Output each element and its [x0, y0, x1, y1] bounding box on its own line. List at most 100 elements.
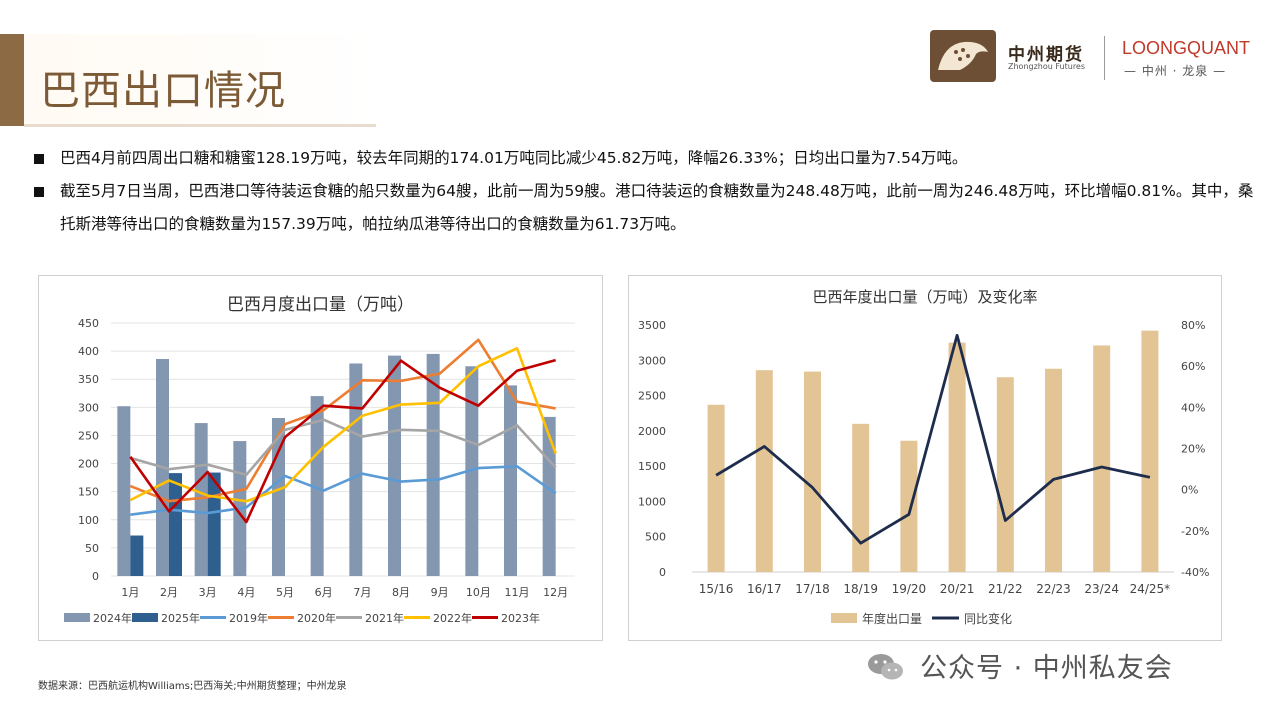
logo-cn-name: 中州期货: [1008, 45, 1084, 65]
y2-tick-label: 0%: [1181, 484, 1198, 497]
legend-label: 2025年: [161, 611, 200, 625]
summary-bullets: 巴西4月前四周出口糖和糖蜜128.19万吨，较去年同期的174.01万吨同比减少…: [34, 142, 1254, 241]
y2-tick-label: -20%: [1181, 525, 1209, 538]
x-tick-label: 20/21: [940, 582, 975, 596]
y-tick-label: 0: [92, 570, 99, 583]
y-tick-label: 0: [659, 566, 666, 579]
bar-2024年: [504, 385, 517, 576]
y-tick-label: 3500: [638, 319, 666, 332]
line-2021年: [129, 418, 557, 477]
logo-separator: [1104, 36, 1105, 80]
y-tick-label: 300: [78, 401, 99, 414]
bar-2024年: [194, 423, 208, 576]
legend-swatch: [64, 613, 90, 622]
bar-annual-export: [1045, 368, 1062, 572]
x-tick-label: 22/23: [1036, 582, 1071, 596]
y-tick-label: 250: [78, 429, 99, 442]
x-tick-label: 21/22: [988, 582, 1023, 596]
y-tick-label: 200: [78, 458, 99, 471]
y-tick-label: 150: [78, 486, 99, 499]
x-tick-label: 3月: [199, 586, 217, 599]
bullet-square-icon: [34, 187, 44, 197]
x-tick-label: 18/19: [843, 582, 878, 596]
x-tick-label: 6月: [315, 586, 333, 599]
bar-annual-export: [900, 440, 918, 572]
y-tick-label: 1000: [638, 495, 666, 508]
line-2020年: [129, 338, 556, 503]
y-tick-label: 2500: [638, 390, 666, 403]
chart-title: 巴西月度出口量（万吨）: [227, 295, 414, 315]
legend-label: 2019年: [229, 611, 268, 625]
title-background: [24, 34, 376, 126]
x-tick-label: 17/18: [795, 582, 830, 596]
x-tick-label: 15/16: [699, 582, 734, 596]
x-tick-label: 10月: [466, 586, 491, 599]
zhongzhou-logo-icon: [930, 30, 996, 82]
y-tick-label: 3000: [638, 354, 666, 367]
legend-label: 2022年: [433, 611, 472, 625]
bullet-text: 巴西4月前四周出口糖和糖蜜128.19万吨，较去年同期的174.01万吨同比减少…: [60, 149, 968, 167]
bar-2024年: [426, 353, 440, 576]
annual-export-svg: 0 500 1000 1500 2000 2500 3000 3500 -40% -20% 0% 20…: [638, 319, 1209, 626]
bar-annual-export: [948, 342, 966, 572]
bar-annual-export: [755, 370, 773, 572]
bar-2024年: [542, 416, 556, 576]
line-2019年: [130, 465, 557, 517]
chart-title: 巴西年度出口量（万吨）及变化率: [812, 288, 1038, 306]
x-tick-label: 1月: [121, 586, 139, 599]
line-yoy-change: [715, 333, 1151, 545]
monthly-export-chart: 巴西月度出口量（万吨） 0 50 100 150 200 250 300 350 400 450 1…: [38, 275, 603, 641]
legend-swatch: [132, 613, 158, 622]
bar-2024年: [349, 363, 363, 576]
data-source-note: 数据来源：巴西航运机构Williams;巴西海关;中州期货整理；中州龙泉: [38, 681, 347, 692]
bar-annual-export: [707, 404, 725, 572]
bar-annual-export: [1141, 330, 1159, 572]
y-tick-label: 400: [78, 345, 99, 358]
loongquant-logo: LOONGQUANT: [1122, 38, 1251, 58]
bar-2024年: [388, 355, 401, 576]
x-tick-label: 4月: [237, 586, 255, 599]
legend-label: 2021年: [365, 611, 404, 625]
y-tick-label: 50: [85, 542, 99, 555]
y2-tick-label: 20%: [1181, 443, 1205, 456]
y2-tick-label: 60%: [1181, 360, 1205, 373]
y2-tick-label: 40%: [1181, 401, 1205, 414]
y-tick-label: 100: [78, 514, 99, 527]
title-accent-bar: [0, 34, 24, 126]
bar-2025年: [130, 535, 144, 576]
wechat-icon: [866, 651, 906, 683]
y-tick-label: 500: [645, 531, 666, 544]
watermark-text: 公众号 · 中州私友会: [920, 653, 1173, 684]
y-tick-label: 1500: [638, 460, 666, 473]
x-tick-label: 16/17: [747, 582, 782, 596]
title-underline: [24, 124, 376, 127]
x-tick-label: 8月: [392, 586, 410, 599]
bar-annual-export: [804, 371, 821, 572]
x-tick-label: 5月: [276, 586, 294, 599]
logo-en-name: Zhongzhou Futures: [1008, 62, 1086, 71]
loongquant-sub: — 中州 · 龙泉 —: [1124, 64, 1227, 78]
bar-annual-export: [852, 423, 870, 572]
bar-2025年: [207, 472, 221, 576]
x-tick-label: 11月: [505, 586, 530, 599]
y-tick-label: 450: [78, 317, 99, 330]
legend-swatch: [831, 613, 857, 623]
line-2022年: [129, 347, 557, 503]
bar-2025年: [169, 473, 182, 576]
annual-export-chart: 巴西年度出口量（万吨）及变化率 0 500 1000 1500 2000 2500 3000…: [628, 275, 1222, 641]
y-tick-label: 2000: [638, 425, 666, 438]
y2-tick-label: 80%: [1181, 319, 1205, 332]
legend-label: 2020年: [297, 611, 336, 625]
y-tick-label: 350: [78, 373, 99, 386]
bullet-item: 巴西4月前四周出口糖和糖蜜128.19万吨，较去年同期的174.01万吨同比减少…: [34, 142, 1254, 175]
legend-label: 年度出口量: [862, 611, 922, 626]
bullet-item: 截至5月7日当周，巴西港口等待装运食糖的船只数量为64艘，此前一周为59艘。港口…: [34, 175, 1254, 241]
page-title: 巴西出口情况: [40, 68, 286, 114]
x-tick-label: 19/20: [892, 582, 927, 596]
legend-label: 2024年: [93, 611, 132, 625]
y2-tick-label: -40%: [1181, 566, 1209, 579]
monthly-export-svg: 0 50 100 150 200 250 300 350 400 450 1月 2月 3月 4月 5月 6月 7…: [64, 317, 575, 625]
legend-label: 2023年: [501, 611, 540, 625]
legend-label: 同比变化: [964, 611, 1012, 626]
bullet-text: 截至5月7日当周，巴西港口等待装运食糖的船只数量为64艘，此前一周为59艘。港口…: [60, 182, 1254, 233]
